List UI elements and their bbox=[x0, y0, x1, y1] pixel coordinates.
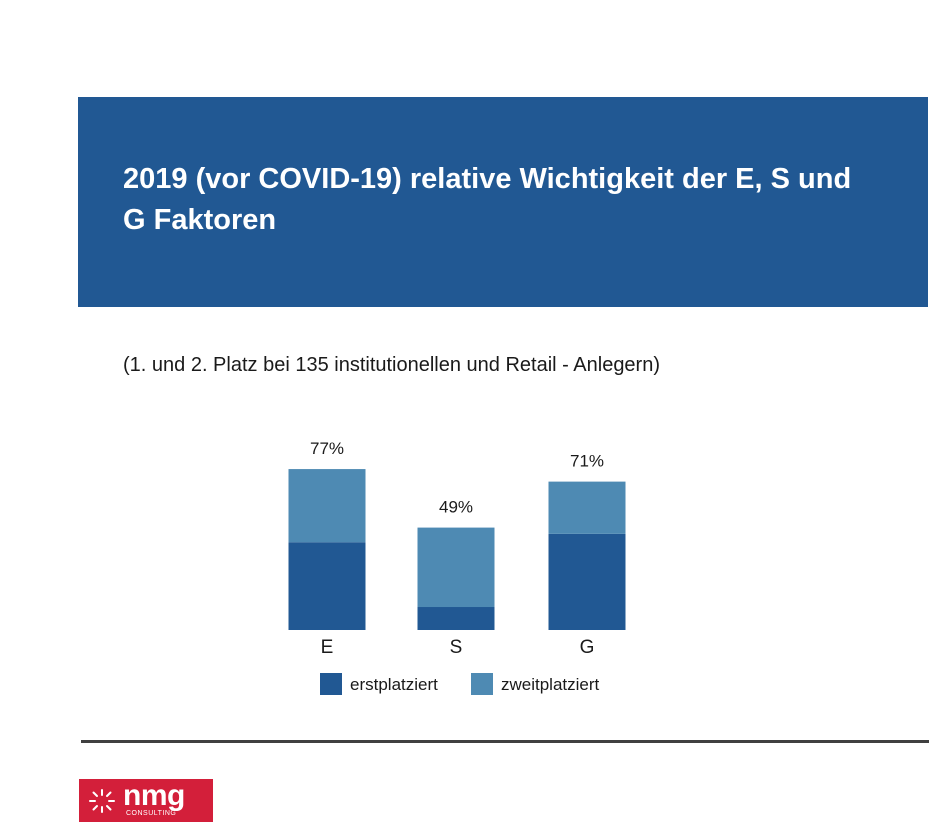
footer-divider bbox=[81, 740, 929, 743]
x-tick-g: G bbox=[580, 637, 595, 658]
legend-swatch-zweitplatziert bbox=[471, 673, 493, 695]
bar-e-zweitplatziert bbox=[288, 469, 366, 543]
sunburst-icon bbox=[89, 789, 115, 813]
x-tick-e: E bbox=[321, 637, 334, 658]
total-label-s: 49% bbox=[439, 498, 473, 517]
legend-swatch-erstplatziert bbox=[320, 673, 342, 695]
title-banner: 2019 (vor COVID-19) relative Wichtigkeit… bbox=[78, 97, 928, 307]
bar-s-erstplatziert bbox=[417, 607, 495, 630]
nmg-consulting-logo: nmg CONSULTING bbox=[79, 779, 213, 822]
total-label-g: 71% bbox=[570, 452, 604, 471]
bar-g-erstplatziert bbox=[548, 533, 626, 630]
bar-e-erstplatziert bbox=[288, 542, 366, 630]
bar-g-zweitplatziert bbox=[548, 481, 626, 534]
chart-subtitle: (1. und 2. Platz bei 135 institutionelle… bbox=[123, 354, 661, 376]
legend-label-erstplatziert: erstplatziert bbox=[350, 675, 438, 694]
x-tick-s: S bbox=[450, 637, 463, 658]
page-title: 2019 (vor COVID-19) relative Wichtigkeit… bbox=[123, 163, 852, 236]
legend-label-zweitplatziert: zweitplatziert bbox=[501, 675, 600, 694]
logo-subtext: CONSULTING bbox=[126, 810, 177, 817]
total-label-e: 77% bbox=[310, 439, 344, 458]
bar-s-zweitplatziert bbox=[417, 527, 495, 608]
logo-wordmark: nmg bbox=[123, 779, 185, 812]
stacked-bar-chart: 77% E 49% S 71% G bbox=[288, 439, 626, 658]
